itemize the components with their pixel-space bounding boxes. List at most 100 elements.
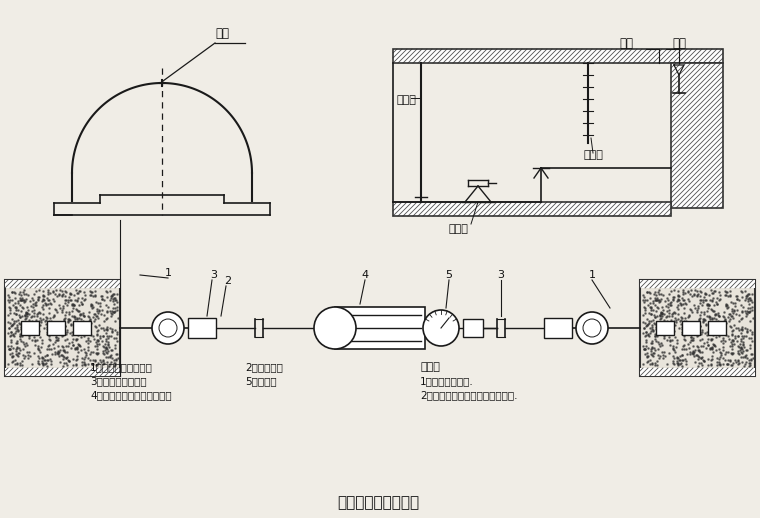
- Point: [55, 308, 68, 316]
- Point: [678, 326, 690, 334]
- Point: [90, 305, 103, 313]
- Point: [736, 314, 749, 322]
- Point: [732, 324, 744, 332]
- Point: [694, 327, 706, 336]
- Point: [661, 307, 673, 315]
- Point: [660, 316, 673, 325]
- Point: [694, 314, 706, 323]
- Point: [692, 304, 704, 312]
- Point: [85, 300, 97, 309]
- Point: [94, 334, 106, 342]
- Point: [33, 359, 45, 368]
- Point: [657, 348, 670, 356]
- Point: [660, 302, 672, 310]
- Point: [91, 329, 103, 338]
- Point: [637, 291, 649, 299]
- Point: [90, 331, 103, 339]
- Point: [53, 346, 65, 354]
- Point: [57, 355, 69, 363]
- Point: [30, 287, 42, 295]
- Point: [679, 289, 691, 297]
- Point: [106, 295, 119, 304]
- Point: [654, 342, 666, 350]
- Point: [14, 288, 27, 296]
- Point: [3, 324, 15, 333]
- Point: [92, 349, 104, 357]
- Point: [666, 311, 678, 320]
- Point: [19, 311, 31, 320]
- Point: [81, 349, 93, 357]
- Point: [106, 327, 119, 335]
- Point: [654, 309, 667, 317]
- Point: [692, 321, 705, 329]
- Point: [76, 357, 88, 366]
- Point: [727, 337, 739, 346]
- Point: [671, 315, 683, 323]
- Point: [108, 290, 120, 298]
- Point: [8, 357, 20, 365]
- Point: [32, 357, 44, 365]
- Point: [637, 311, 649, 320]
- Point: [109, 296, 121, 304]
- Point: [14, 313, 27, 322]
- Point: [46, 313, 59, 321]
- Point: [77, 317, 89, 325]
- Point: [39, 351, 51, 359]
- Point: [641, 357, 653, 366]
- Point: [726, 349, 738, 357]
- Point: [651, 307, 663, 315]
- Point: [32, 309, 44, 317]
- Point: [78, 312, 90, 320]
- Point: [655, 295, 667, 304]
- Point: [55, 332, 68, 340]
- Point: [653, 340, 665, 349]
- Point: [84, 337, 96, 346]
- Point: [23, 348, 35, 356]
- Point: [2, 342, 14, 350]
- Point: [62, 361, 74, 369]
- Point: [739, 360, 752, 368]
- Point: [84, 301, 97, 310]
- Point: [649, 332, 661, 340]
- Point: [695, 287, 708, 296]
- Point: [695, 354, 708, 363]
- Point: [676, 351, 688, 359]
- Point: [44, 324, 56, 333]
- Point: [720, 288, 733, 296]
- Point: [89, 292, 101, 300]
- Point: [672, 361, 684, 369]
- Point: [62, 315, 74, 324]
- Point: [11, 310, 23, 318]
- Point: [740, 307, 752, 315]
- Point: [692, 355, 704, 363]
- Point: [46, 295, 59, 303]
- Point: [108, 308, 120, 316]
- Point: [42, 299, 54, 308]
- Point: [15, 296, 27, 304]
- Point: [55, 328, 68, 336]
- Point: [654, 311, 666, 320]
- Point: [43, 309, 55, 318]
- Point: [73, 324, 85, 333]
- Point: [714, 295, 726, 303]
- Point: [687, 336, 699, 344]
- Point: [673, 355, 686, 364]
- Point: [668, 354, 680, 362]
- Point: [727, 314, 739, 322]
- Point: [23, 323, 35, 332]
- Point: [73, 307, 85, 315]
- Point: [97, 359, 109, 368]
- Point: [109, 326, 121, 334]
- Point: [49, 338, 61, 346]
- Point: [669, 314, 681, 322]
- Point: [33, 317, 45, 325]
- Point: [643, 319, 655, 327]
- Point: [648, 319, 660, 327]
- Point: [724, 287, 736, 295]
- Point: [59, 296, 71, 304]
- Point: [29, 326, 41, 335]
- Point: [710, 310, 722, 318]
- Point: [31, 311, 43, 320]
- Point: [638, 324, 650, 332]
- Point: [657, 351, 669, 359]
